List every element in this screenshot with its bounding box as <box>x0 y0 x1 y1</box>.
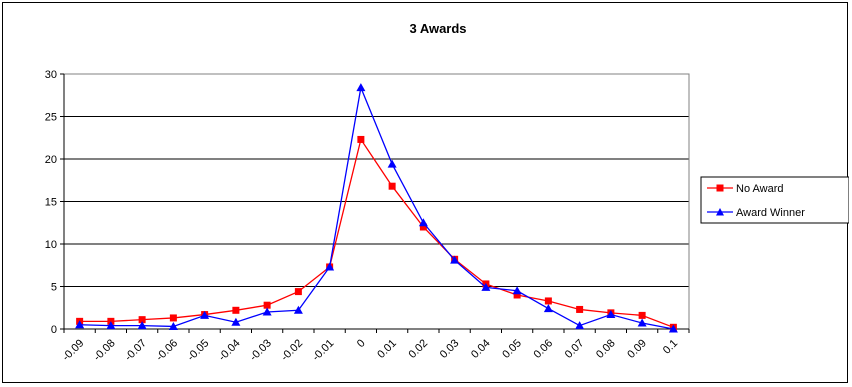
y-tick-label: 10 <box>45 239 57 251</box>
x-tick-label: -0.03 <box>248 337 274 363</box>
x-tick-label: 0 <box>355 337 368 350</box>
chart-frame: 3 Awards 0 5 10 15 20 25 30 -0.09 -0.08 -0.07 -0.0… <box>2 2 849 383</box>
x-tick-label: 0.01 <box>375 337 399 361</box>
data-point-award-winner <box>450 255 460 264</box>
x-tick-label: 0.02 <box>407 337 431 361</box>
x-tick-label: -0.05 <box>185 337 211 363</box>
legend-box <box>700 176 849 224</box>
x-tick-label: -0.08 <box>91 337 117 363</box>
data-point-no-award <box>513 291 521 299</box>
legend-marker-no-award <box>716 184 724 192</box>
y-tick-label: 25 <box>45 112 57 124</box>
data-point-award-winner <box>262 307 272 316</box>
x-tick-label: -0.01 <box>310 337 336 363</box>
data-point-award-winner <box>356 83 366 92</box>
x-tick-label: -0.04 <box>216 337 242 363</box>
series-line-award-winner <box>79 85 674 330</box>
data-point-award-winner <box>668 324 678 333</box>
data-point-award-winner <box>200 310 210 319</box>
data-point-no-award <box>232 306 240 314</box>
data-point-award-winner <box>137 321 147 330</box>
gridlines <box>64 73 689 287</box>
data-point-no-award <box>138 316 146 324</box>
x-tick-label: 0.08 <box>594 337 618 361</box>
y-tick-label: 5 <box>51 282 57 294</box>
legend: No Award Award Winner <box>700 176 849 224</box>
data-point-award-winner <box>575 321 585 330</box>
data-point-no-award <box>544 297 552 305</box>
data-point-award-winner <box>543 304 553 313</box>
x-tick-label: -0.09 <box>60 337 86 363</box>
x-tick-label: 0.04 <box>469 337 493 361</box>
legend-marker-award-winner <box>716 208 724 216</box>
data-point-no-award <box>169 314 177 322</box>
series-line-no-award <box>79 137 674 328</box>
data-point-award-winner <box>418 218 428 227</box>
x-tick-label: -0.07 <box>123 337 149 363</box>
data-point-no-award <box>576 305 584 313</box>
data-point-award-winner <box>387 159 397 168</box>
data-point-no-award <box>388 182 396 190</box>
data-point-award-winner <box>512 286 522 295</box>
data-point-award-winner <box>293 305 303 314</box>
legend-label-no-award: No Award <box>736 183 784 195</box>
data-point-no-award <box>419 223 427 231</box>
data-point-award-winner <box>231 317 241 326</box>
data-point-award-winner <box>106 321 116 330</box>
x-tick-label: 0.09 <box>625 337 649 361</box>
data-point-award-winner <box>325 262 335 271</box>
y-tick-label: 30 <box>45 69 57 81</box>
x-tick-label: 0.07 <box>563 337 587 361</box>
data-point-award-winner <box>606 310 616 319</box>
x-tick-label: 0.1 <box>661 337 680 356</box>
x-tick-label: 0.05 <box>500 337 524 361</box>
data-point-no-award <box>357 135 365 143</box>
x-tick-label: 0.06 <box>532 337 556 361</box>
x-tick-label: 0.03 <box>438 337 462 361</box>
y-tick-label: 20 <box>45 154 57 166</box>
data-point-award-winner <box>75 320 85 329</box>
data-point-award-winner <box>168 321 178 330</box>
chart-title: 3 Awards <box>409 21 466 36</box>
legend-label-award-winner: Award Winner <box>736 207 805 219</box>
data-point-no-award <box>638 311 646 319</box>
x-tick-label: -0.02 <box>279 337 305 363</box>
y-tick-label: 15 <box>45 197 57 209</box>
series-group <box>75 83 678 333</box>
x-tick-label: -0.06 <box>154 337 180 363</box>
data-point-award-winner <box>481 282 491 291</box>
y-tick-label: 0 <box>51 324 57 336</box>
data-point-no-award <box>263 301 271 309</box>
data-point-award-winner <box>637 318 647 327</box>
data-point-no-award <box>294 288 302 296</box>
